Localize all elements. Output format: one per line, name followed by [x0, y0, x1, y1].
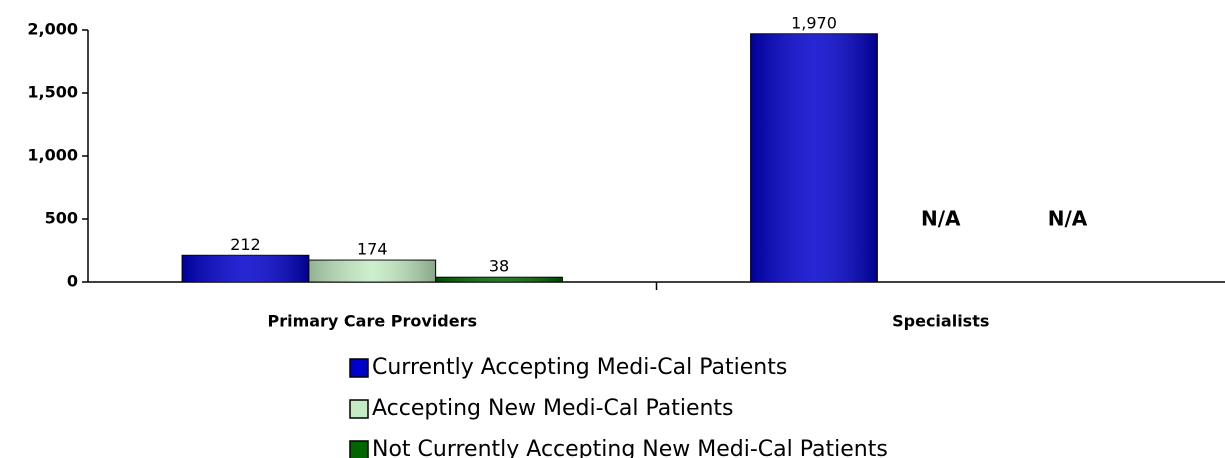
bar	[181, 254, 310, 283]
bar	[750, 33, 878, 283]
bar	[435, 276, 563, 283]
legend-swatch	[349, 440, 369, 458]
x-tick-label: Specialists	[892, 312, 989, 331]
value-label: 174	[357, 240, 388, 259]
y-tick-label: 500	[45, 209, 78, 228]
x-tick-label: Primary Care Providers	[267, 312, 477, 331]
legend-label: Currently Accepting Medi-Cal Patients	[372, 355, 787, 380]
value-label: 1,970	[791, 13, 837, 32]
legend-label: Not Currently Accepting New Medi-Cal Pat…	[372, 437, 888, 458]
y-tick-label: 0	[67, 272, 78, 291]
value-label: N/A	[921, 207, 961, 231]
y-tick-label: 1,500	[27, 83, 78, 102]
value-label: N/A	[1048, 207, 1088, 231]
legend-swatch	[349, 399, 369, 419]
bar	[308, 259, 437, 283]
y-tick-label: 1,000	[27, 146, 78, 165]
value-label: 212	[230, 235, 261, 254]
legend-swatch	[349, 358, 369, 378]
y-tick-label: 2,000	[27, 20, 78, 39]
legend-label: Accepting New Medi-Cal Patients	[372, 396, 734, 421]
value-label: 38	[489, 257, 509, 276]
